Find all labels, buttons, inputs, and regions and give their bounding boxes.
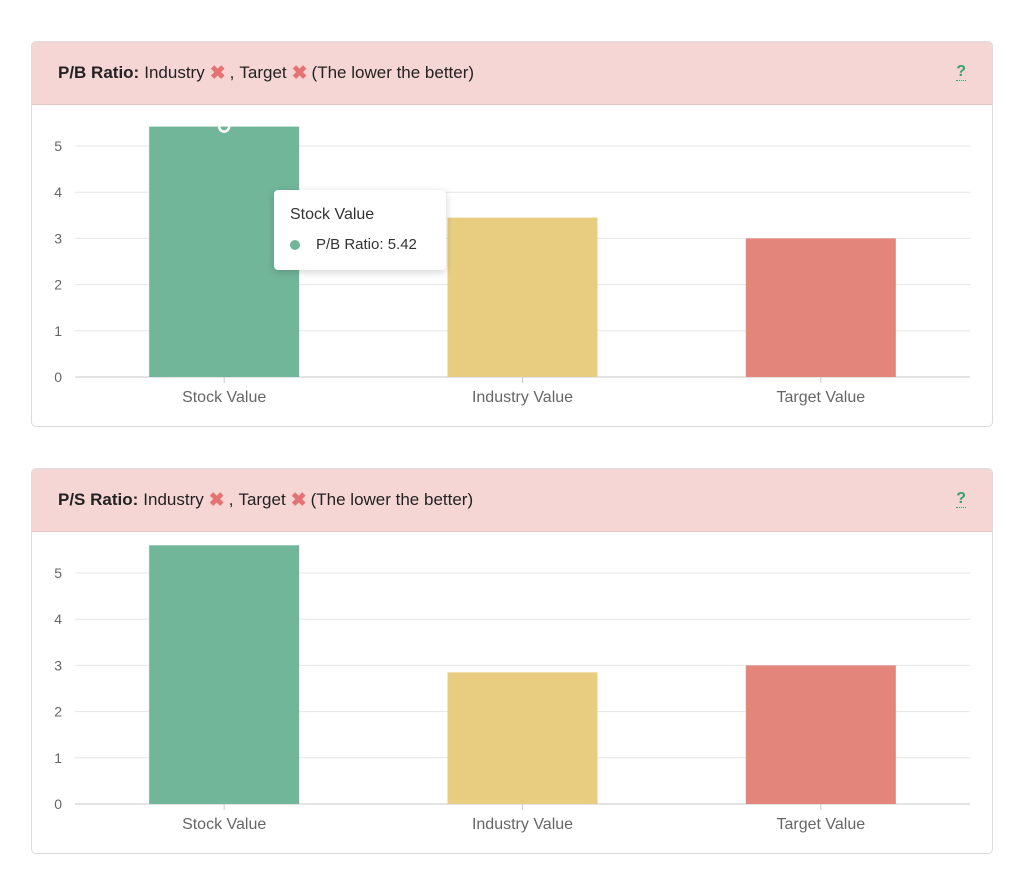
- bar-industry-value[interactable]: [447, 672, 598, 804]
- industry-label: Industry: [144, 63, 205, 82]
- y-tick-label: 5: [54, 138, 62, 154]
- industry-x-icon: ✖: [209, 62, 226, 84]
- y-tick-label: 1: [54, 323, 62, 339]
- target-label: Target: [238, 490, 286, 509]
- target-x-icon: ✖: [291, 62, 308, 84]
- note-text: (The lower the better): [311, 63, 475, 82]
- y-tick-label: 0: [54, 796, 62, 812]
- y-tick-label: 2: [54, 704, 62, 720]
- ps-ratio-card: P/S Ratio: Industry ✖ , Target ✖ (The lo…: [31, 468, 993, 854]
- x-tick-label: Stock Value: [182, 816, 266, 833]
- separator: ,: [229, 63, 235, 82]
- pb-ratio-header: P/B Ratio: Industry ✖ , Target ✖ (The lo…: [32, 42, 992, 105]
- y-tick-label: 0: [54, 369, 62, 385]
- pb-ratio-chart: 0 1 2 3 4 5 Stock Value Industry Value Target Va…: [54, 120, 970, 406]
- ps-ratio-chart: 0 1 2 3 4 5 Stock Value Industry Value Target Va…: [54, 545, 970, 833]
- pb-ratio-card: P/B Ratio: Industry ✖ , Target ✖ (The lo…: [31, 41, 993, 427]
- y-tick-label: 1: [54, 750, 62, 766]
- tooltip-series-dot: [290, 239, 300, 250]
- bar-industry-value[interactable]: [447, 217, 598, 377]
- industry-label: Industry: [143, 490, 204, 509]
- y-tick-label: 4: [54, 611, 62, 627]
- y-tick-label: 3: [54, 657, 62, 673]
- bar-target-value[interactable]: [745, 665, 896, 804]
- x-tick-label: Stock Value: [182, 389, 266, 406]
- tooltip-value: P/B Ratio: 5.42: [316, 236, 417, 253]
- bar-stock-value[interactable]: [149, 545, 300, 804]
- bar-target-value[interactable]: [745, 238, 896, 377]
- industry-x-icon: ✖: [208, 489, 225, 511]
- x-tick-label: Industry Value: [472, 389, 573, 406]
- y-tick-label: 4: [54, 184, 62, 200]
- y-tick-label: 3: [54, 230, 62, 246]
- tooltip-row: P/B Ratio: 5.42: [290, 236, 430, 253]
- metric-label: P/B Ratio:: [58, 63, 140, 82]
- target-label: Target: [239, 63, 287, 82]
- chart-tooltip: Stock Value P/B Ratio: 5.42: [274, 190, 446, 270]
- separator: ,: [228, 490, 234, 509]
- y-tick-label: 5: [54, 565, 62, 581]
- ps-ratio-header: P/S Ratio: Industry ✖ , Target ✖ (The lo…: [32, 469, 992, 532]
- target-x-icon: ✖: [290, 489, 307, 511]
- x-tick-label: Target Value: [777, 389, 866, 406]
- note-text: (The lower the better): [310, 490, 474, 509]
- metric-label: P/S Ratio:: [58, 490, 139, 509]
- question-mark-icon[interactable]: ?: [956, 490, 966, 508]
- y-tick-label: 2: [54, 277, 62, 293]
- tooltip-title: Stock Value: [290, 206, 375, 223]
- x-tick-label: Target Value: [777, 816, 866, 833]
- hover-marker: [217, 120, 231, 133]
- x-tick-label: Industry Value: [472, 816, 573, 833]
- question-mark-icon[interactable]: ?: [956, 63, 966, 81]
